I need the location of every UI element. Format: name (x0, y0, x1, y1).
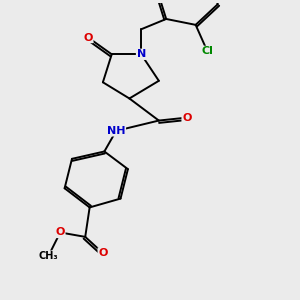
Text: O: O (182, 112, 191, 123)
Text: N: N (136, 49, 146, 59)
Text: CH₃: CH₃ (39, 251, 58, 261)
Text: Cl: Cl (202, 46, 213, 56)
Text: NH: NH (107, 126, 125, 136)
Text: O: O (56, 227, 65, 237)
Text: O: O (83, 32, 93, 43)
Text: O: O (98, 248, 108, 258)
